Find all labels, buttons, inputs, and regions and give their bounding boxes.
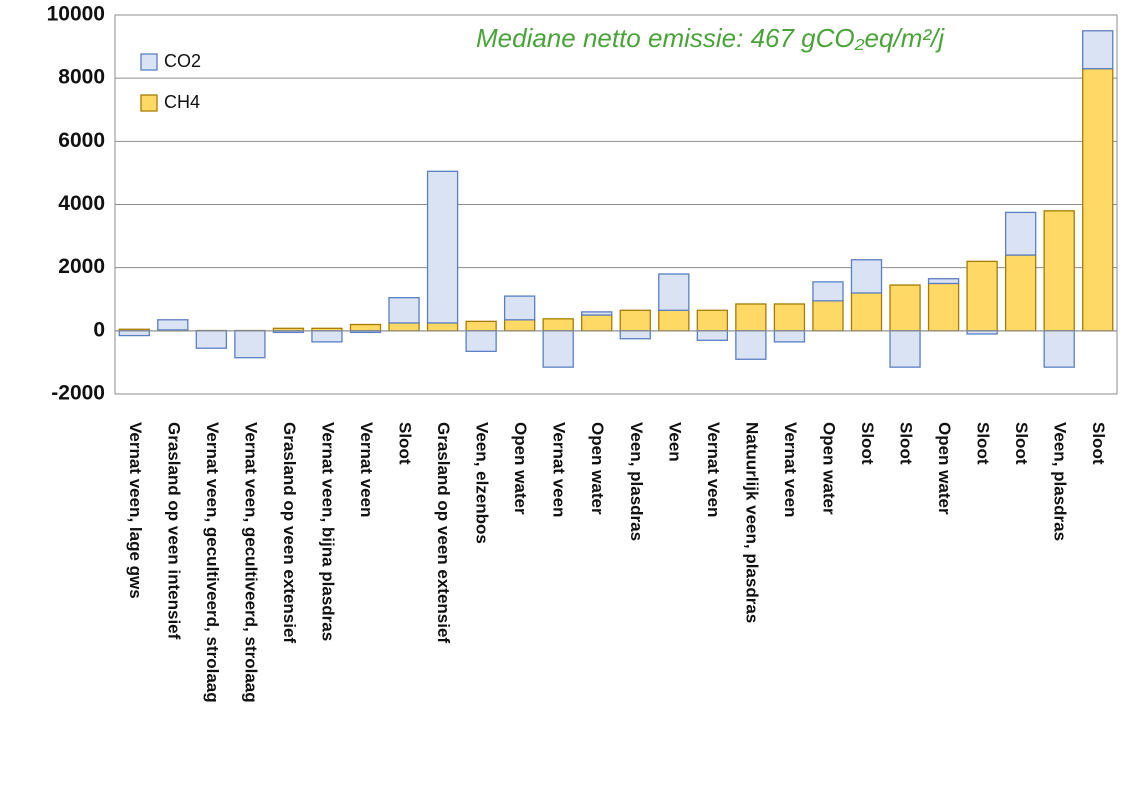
bar-co2 (157, 319, 189, 331)
bar-ch4 (503, 319, 536, 332)
bar-ch4 (619, 309, 651, 332)
bar-co2 (696, 330, 729, 341)
x-tick-label: Veen, plasdras (627, 422, 646, 541)
x-tick-label: Vernat veen (781, 422, 800, 517)
bar-co2 (195, 330, 228, 349)
y-tick-label: 10000 (47, 3, 105, 26)
bar-co2 (927, 278, 960, 285)
x-tick-label: Vernat veen, gecultiveerd, strolaag (241, 422, 260, 703)
x-tick-label: Sloot (396, 422, 415, 465)
legend-swatch (140, 94, 158, 112)
bar-co2 (658, 273, 690, 311)
bar-ch4 (658, 309, 690, 332)
bar-co2 (503, 295, 536, 321)
legend-label: CO2 (164, 51, 201, 71)
bar-co2 (581, 311, 613, 316)
bar-ch4 (850, 292, 883, 332)
bar-co2 (850, 259, 883, 294)
x-tick-label: Veen, elzenbos (473, 422, 492, 544)
x-tick-label: Open water (511, 422, 530, 515)
legend-label: CH4 (164, 92, 200, 112)
bar-co2 (311, 330, 343, 343)
bar-ch4 (1082, 68, 1114, 332)
bar-ch4 (1043, 210, 1075, 332)
bar-co2 (118, 330, 150, 337)
x-tick-label: Open water (819, 422, 838, 515)
bar-ch4 (1004, 254, 1037, 332)
x-tick-label: Vernat veen (704, 422, 723, 517)
bar-ch4 (581, 314, 613, 332)
x-tick-label: Vernat veen, bijna plasdras (318, 422, 337, 641)
bar-ch4 (735, 303, 767, 332)
bar-ch4 (812, 300, 844, 332)
bar-ch4 (388, 322, 420, 332)
bar-ch4 (349, 323, 382, 332)
bar-ch4 (426, 322, 459, 332)
x-tick-label: Vernat veen (550, 422, 569, 517)
y-tick-label: 0 (93, 318, 105, 341)
bar-co2 (1082, 30, 1114, 70)
y-tick-label: 4000 (58, 192, 105, 215)
x-tick-label: Vernat veen, lage gws (126, 422, 145, 599)
bar-co2 (426, 170, 459, 324)
bar-ch4 (927, 282, 960, 332)
x-tick-label: Natuurlijk veen, plasdras (742, 422, 761, 623)
y-tick-label: -2000 (51, 382, 105, 405)
y-tick-label: 2000 (58, 255, 105, 278)
x-tick-label: Sloot (1012, 422, 1031, 465)
y-tick-label: 6000 (58, 129, 105, 152)
x-tick-label: Grasland op veen extensief (280, 422, 299, 643)
bar-ch4 (696, 309, 729, 332)
x-tick-label: Veen, plasdras (1051, 422, 1070, 541)
bar-co2 (234, 330, 266, 359)
legend-swatch (140, 53, 158, 71)
bar-co2 (1043, 330, 1075, 368)
bar-ch4 (966, 260, 998, 332)
x-tick-label: Veen (665, 422, 684, 462)
x-tick-label: Grasland op veen extensief (434, 422, 453, 643)
bar-ch4 (889, 284, 921, 332)
bar-co2 (735, 330, 767, 360)
x-tick-label: Sloot (974, 422, 993, 465)
x-tick-label: Open water (935, 422, 954, 515)
bar-co2 (812, 281, 844, 302)
bar-ch4 (465, 320, 497, 332)
bar-co2 (1004, 211, 1037, 256)
bar-co2 (773, 330, 806, 343)
x-tick-label: Open water (588, 422, 607, 515)
x-tick-label: Vernat veen (357, 422, 376, 517)
x-tick-label: Sloot (858, 422, 877, 465)
plot-border (114, 14, 1118, 395)
y-tick-label: 8000 (58, 66, 105, 89)
bar-co2 (619, 330, 651, 340)
x-tick-label: Vernat veen, gecultiveerd, strolaag (203, 422, 222, 703)
bar-ch4 (542, 318, 574, 332)
bar-co2 (542, 330, 574, 368)
x-tick-label: Sloot (897, 422, 916, 465)
x-tick-label: Grasland op veen intensief (164, 422, 183, 640)
x-tick-label: Sloot (1089, 422, 1108, 465)
bar-ch4 (773, 303, 806, 332)
annotation: Mediane netto emissie: 467 gCO₂eq/m²/j (476, 23, 945, 53)
bar-co2 (388, 297, 420, 324)
bar-co2 (465, 330, 497, 353)
bar-co2 (889, 330, 921, 368)
